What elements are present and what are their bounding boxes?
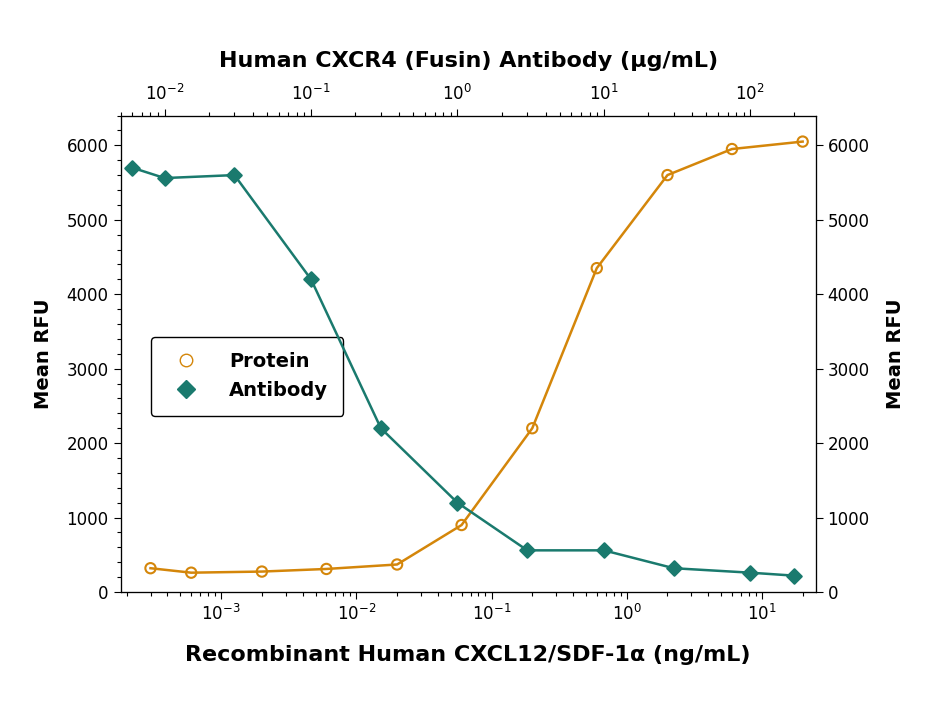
Point (184, 567, 198, 578)
Point (143, 562, 158, 574)
Y-axis label: Mean RFU: Mean RFU (886, 298, 906, 409)
Point (660, 170, 675, 181)
Point (450, 497, 464, 508)
Point (389, 559, 404, 570)
Point (319, 563, 334, 575)
X-axis label: Human CXCR4 (Fusin) Antibody (μg/mL): Human CXCR4 (Fusin) Antibody (μg/mL) (219, 51, 717, 71)
Point (667, 562, 681, 574)
Point (787, 570, 802, 581)
Point (795, 136, 810, 147)
Point (596, 544, 611, 556)
Point (255, 566, 270, 578)
Point (227, 170, 242, 181)
Point (374, 422, 388, 434)
X-axis label: Recombinant Human CXCL12/SDF-1α (ng/mL): Recombinant Human CXCL12/SDF-1α (ng/mL) (185, 645, 751, 665)
Point (520, 544, 535, 556)
Point (454, 519, 469, 531)
Point (525, 422, 540, 434)
Point (125, 162, 140, 173)
Legend: Protein, Antibody: Protein, Antibody (151, 336, 343, 416)
Point (743, 567, 757, 578)
Y-axis label: Mean RFU: Mean RFU (33, 298, 53, 409)
Point (725, 143, 740, 155)
Point (590, 262, 604, 274)
Point (304, 274, 319, 285)
Point (158, 173, 172, 184)
